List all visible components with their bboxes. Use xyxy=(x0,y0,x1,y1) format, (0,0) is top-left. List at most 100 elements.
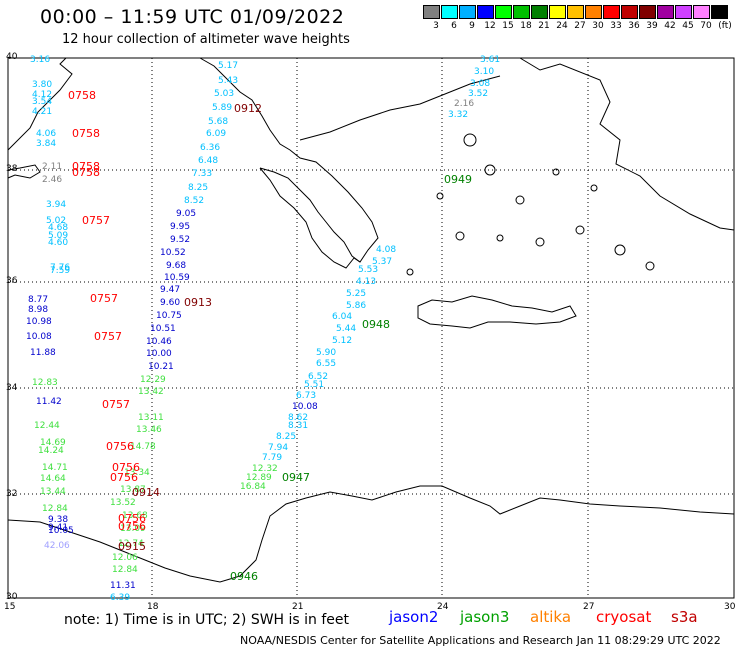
pass-time-label: 0947 xyxy=(282,471,310,484)
wave-height-label: 3.32 xyxy=(448,110,468,120)
pass-times: 0758075807580758075707570757075707560756… xyxy=(68,89,472,583)
wave-height-label: 5.43 xyxy=(218,76,238,86)
credit-line: NOAA/NESDIS Center for Satellite Applica… xyxy=(240,634,721,647)
legend-swatch xyxy=(711,5,728,19)
pass-time-label: 0912 xyxy=(234,102,262,115)
pass-time-label: 0757 xyxy=(82,214,110,227)
wave-height-label: 5.44 xyxy=(336,324,356,334)
wave-height-label: 13.42 xyxy=(138,387,164,397)
legend-swatch xyxy=(675,5,692,19)
lat-label: 36 xyxy=(6,276,18,286)
wave-height-label: 9.52 xyxy=(170,235,190,245)
wave-height-label: 5.17 xyxy=(218,61,238,71)
legend-label: 15 xyxy=(502,21,514,31)
wave-height-label: 8.77 xyxy=(28,295,48,305)
wave-height-label: 7.76 xyxy=(50,263,70,273)
wave-height-label: 12.44 xyxy=(34,421,60,431)
island xyxy=(575,225,585,235)
wave-height-label: 4.21 xyxy=(32,107,52,117)
legend-swatch xyxy=(693,5,710,19)
lon-label: 21 xyxy=(292,602,304,612)
legend-swatch xyxy=(567,5,584,19)
pass-time-label: 0757 xyxy=(94,330,122,343)
pass-time-label: 0756 xyxy=(106,440,134,453)
legend-swatch xyxy=(549,5,566,19)
wave-height-label: 5.51 xyxy=(304,380,324,390)
coast-libya xyxy=(7,485,735,583)
pass-time-label: 0758 xyxy=(72,166,100,179)
wave-height-label: 6.04 xyxy=(332,312,352,322)
pass-time-label: 0946 xyxy=(230,570,258,583)
wave-height-label: 13.46 xyxy=(136,425,162,435)
lon-label: 18 xyxy=(147,602,159,612)
wave-height-label: 6.48 xyxy=(198,156,218,166)
legend-label: 18 xyxy=(520,21,532,31)
wave-height-label: 10.52 xyxy=(160,248,186,258)
coast-italy xyxy=(7,57,73,151)
wave-height-label: 12.84 xyxy=(42,504,68,514)
wave-height-label: 6.52 xyxy=(308,372,328,382)
lon-label: 24 xyxy=(437,602,449,612)
wave-height-label: 3.16 xyxy=(30,55,50,65)
wave-height-label: 8.25 xyxy=(188,183,208,193)
legend-swatch xyxy=(657,5,674,19)
wave-height-label: 3.52 xyxy=(468,89,488,99)
wave-height-label: 6.55 xyxy=(316,359,336,369)
legend-swatch xyxy=(441,5,458,19)
coast-peloponnese xyxy=(259,167,361,269)
island xyxy=(455,231,465,241)
legend-swatch xyxy=(603,5,620,19)
island xyxy=(552,168,560,176)
legend-label: 33 xyxy=(610,21,622,31)
legend-label: 42 xyxy=(664,21,676,31)
wave-height-label: 4.08 xyxy=(376,245,396,255)
wave-height-label: 5.89 xyxy=(212,103,232,113)
wave-height-label: 8.62 xyxy=(288,413,308,423)
wave-height-label: 9.38 xyxy=(48,515,68,525)
legend-label: 24 xyxy=(556,21,568,31)
coast-sicily xyxy=(7,164,41,179)
coast-turkey xyxy=(519,57,735,231)
legend-swatch xyxy=(495,5,512,19)
island xyxy=(406,268,414,276)
wave-height-label: 8.25 xyxy=(276,432,296,442)
sat-label-s3a: s3a xyxy=(671,608,698,626)
wave-height-label: 5.03 xyxy=(214,89,234,99)
wave-height-label: 7.33 xyxy=(192,169,212,179)
island xyxy=(484,164,496,176)
wave-height-label: 7.79 xyxy=(262,453,282,463)
wave-height-label: 10.05 xyxy=(48,526,74,536)
wave-height-label: 9.68 xyxy=(166,261,186,271)
wave-height-label: 4.12 xyxy=(32,90,52,100)
legend-swatch xyxy=(477,5,494,19)
island xyxy=(590,184,598,192)
wave-height-label: 13.44 xyxy=(40,487,66,497)
legend-label: 9 xyxy=(469,21,475,31)
wave-height-label: 42.06 xyxy=(44,541,70,551)
wave-height-label: 9.95 xyxy=(170,222,190,232)
wave-height-label: 12.06 xyxy=(112,553,138,563)
wave-height-label: 14.64 xyxy=(40,474,66,484)
wave-height-label: 3.61 xyxy=(480,55,500,65)
wave-height-label: 7.94 xyxy=(268,443,288,453)
footnote: note: 1) Time is in UTC; 2) SWH is in fe… xyxy=(64,612,350,628)
wave-height-label: 14.69 xyxy=(40,438,66,448)
coast-aegean-north xyxy=(299,75,501,141)
wave-height-label: 3.84 xyxy=(36,139,56,149)
legend-swatch xyxy=(585,5,602,19)
wave-height-label: 5.25 xyxy=(346,289,366,299)
lat-label: 34 xyxy=(6,383,18,393)
wave-height-label: 9.60 xyxy=(160,298,180,308)
wave-height-label: 12.29 xyxy=(140,375,166,385)
island xyxy=(463,133,477,147)
wave-height-label: 6.39 xyxy=(110,593,130,603)
wave-height-label: 11.31 xyxy=(110,581,136,591)
wave-height-label: 11.42 xyxy=(36,397,62,407)
wave-height-label: 5.53 xyxy=(358,265,378,275)
legend-swatch xyxy=(459,5,476,19)
pass-time-label: 0913 xyxy=(184,296,212,309)
sat-label-jason3: jason3 xyxy=(460,608,510,626)
wave-height-label: 12.89 xyxy=(246,473,272,483)
wave-height-label: 14.24 xyxy=(38,446,64,456)
